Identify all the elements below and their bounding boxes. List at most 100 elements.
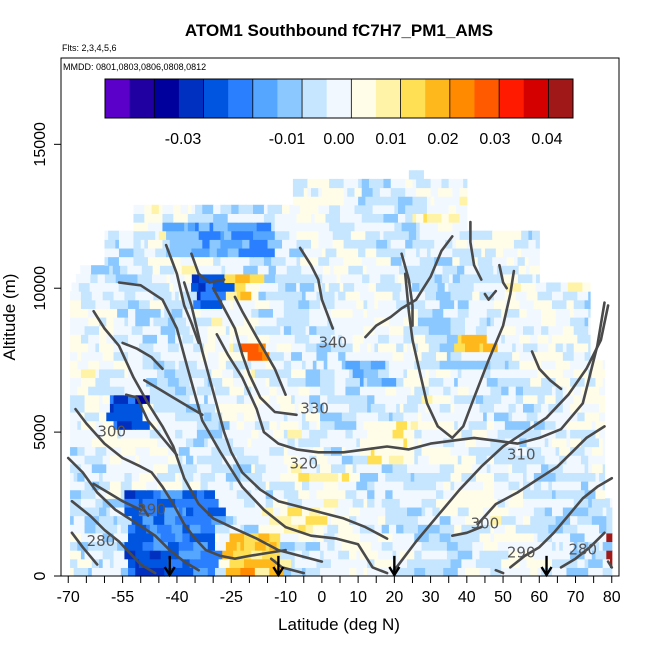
heatmap-cell [113,291,126,301]
heatmap-cell [272,481,285,491]
heatmap-cell [218,498,234,508]
heatmap-cell [291,342,303,353]
heatmap-cell [70,489,78,499]
heatmap-cell [333,265,349,275]
heatmap-cell [555,360,571,370]
heatmap-cell [454,377,459,387]
heatmap-cell [186,334,194,344]
heatmap-cell [492,256,497,266]
heatmap-cell [157,437,173,448]
heatmap-cell [548,299,553,309]
heatmap-cell [443,308,452,318]
heatmap-cell [263,247,276,258]
theta-contour-290 [508,476,614,569]
heatmap-cell [99,394,104,404]
heatmap-cell [102,550,111,560]
heatmap-cell [320,558,328,568]
heatmap-cell [392,489,405,499]
heatmap-cell [70,472,75,482]
heatmap-cell [309,472,325,482]
heatmap-cell [272,429,285,439]
heatmap-cell [591,515,607,525]
heatmap-cell [533,299,546,309]
heatmap-cell [403,325,412,335]
heatmap-cell [138,541,144,551]
heatmap-cell [562,351,575,361]
colorbar-swatch [499,79,525,118]
heatmap-cell [160,489,169,499]
heatmap-cell [562,515,571,525]
heatmap-cell [104,282,120,292]
heatmap-cell [493,265,498,275]
heatmap-cell [233,437,249,448]
heatmap-cell [243,394,256,404]
heatmap-cell [515,325,524,335]
heatmap-cell [584,317,589,327]
heatmap-cell [329,196,345,206]
heatmap-cell [149,317,154,327]
heatmap-cell [234,282,247,292]
heatmap-cell [378,472,383,482]
heatmap-cell [465,291,473,301]
colorbar-swatch [474,79,500,118]
heatmap-cell [606,532,613,543]
heatmap-cell [421,446,437,456]
heatmap-cell [376,247,392,258]
heatmap-cell [294,558,303,568]
heatmap-cell [84,325,100,335]
heatmap-cell [580,472,597,482]
heatmap-cell [392,308,408,318]
heatmap-cell [370,342,376,353]
heatmap-cell [378,506,386,517]
heatmap-cell [280,550,296,560]
heatmap-cell [472,550,481,560]
heatmap-cell [343,256,352,266]
heatmap-cell [88,506,100,517]
heatmap-cell [396,386,412,396]
heatmap-cell [207,532,216,543]
heatmap-cell [95,342,100,353]
heatmap-cell [175,325,191,335]
heatmap-cell [160,325,176,335]
heatmap-cell [251,308,260,318]
heatmap-cell [236,541,241,551]
heatmap-cell [416,222,421,232]
heatmap-cell [379,230,385,240]
heatmap-cell [106,308,118,318]
heatmap-cell [533,351,546,361]
heatmap-cell [468,386,481,396]
heatmap-cell [236,411,245,422]
heatmap-cell [77,446,86,456]
heatmap-cell [214,472,227,482]
heatmap-cell [417,411,423,422]
heatmap-cell [233,368,241,379]
heatmap-cell [142,334,158,344]
heatmap-cell [153,558,169,568]
heatmap-cell [175,411,191,422]
heatmap-cell [253,204,265,214]
heatmap-cell [602,481,606,491]
heatmap-cell [356,394,368,404]
heatmap-cell [363,550,379,560]
heatmap-cell [95,524,107,534]
heatmap-cell [227,213,240,223]
heatmap-cell [233,377,249,387]
heatmap-cell [157,472,162,482]
heatmap-cell [272,532,281,543]
heatmap-cell [298,506,303,517]
heatmap-cell [146,506,158,517]
heatmap-cell [157,360,165,370]
heatmap-cell [490,368,502,379]
heatmap-cell [584,506,589,517]
heatmap-cell [217,273,226,284]
heatmap-cell [376,230,381,240]
heatmap-cell [70,446,78,456]
heatmap-cell [588,558,604,568]
heatmap-cell [341,567,350,577]
heatmap-cell [90,273,99,284]
heatmap-cell [414,515,419,525]
heatmap-cell [196,455,212,465]
heatmap-cell [111,247,120,258]
heatmap-cell [508,550,520,560]
heatmap-cell [287,377,296,387]
